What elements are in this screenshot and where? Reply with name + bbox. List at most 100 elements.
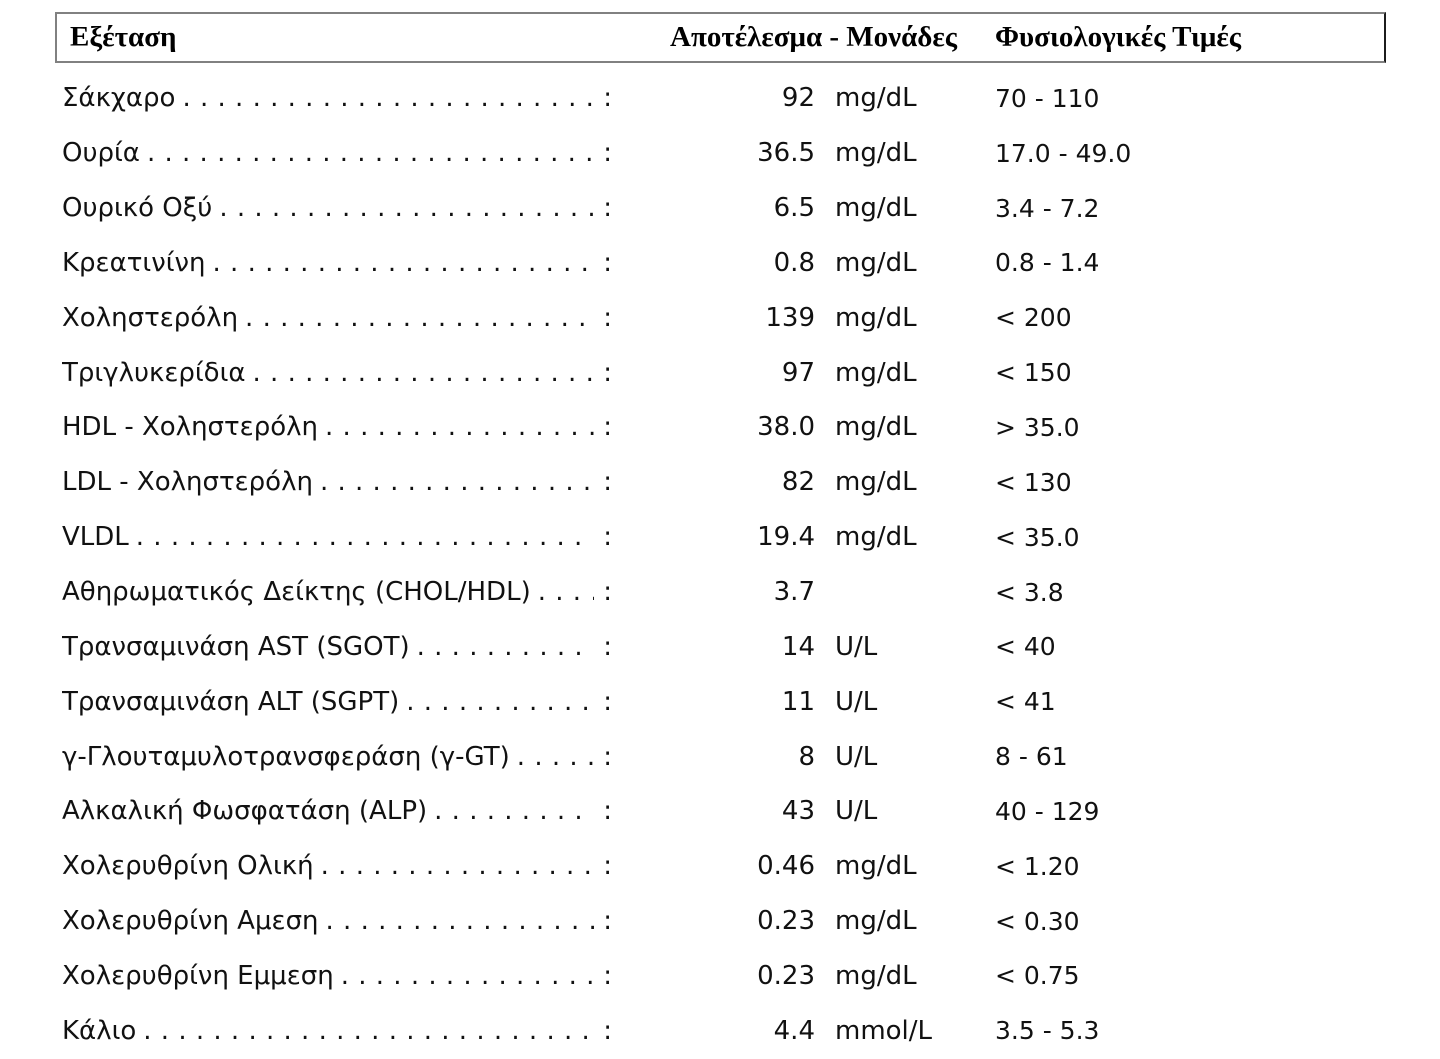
table-header-row: Εξέταση Αποτέλεσμα - Μονάδες Φυσιολογικέ… [55, 12, 1386, 63]
colon-separator: : [603, 193, 612, 224]
result-unit: U/L [835, 741, 878, 772]
dot-leader: . . . . . . . . . . . . . . . . . . . . … [434, 796, 594, 827]
result-unit: mg/dL [835, 851, 917, 882]
table-row: Αθηρωματικός Δείκτης (CHOL/HDL) . . . . … [0, 565, 1440, 620]
result-unit: mg/dL [835, 247, 917, 278]
normal-range: 3.4 - 7.2 [995, 193, 1100, 223]
test-name-cell: Χολερυθρίνη Αμεση . . . . . . . . . . . … [62, 906, 612, 936]
test-name-cell: VLDL . . . . . . . . . . . . . . . . . .… [62, 522, 612, 552]
colon-separator: : [603, 412, 612, 443]
dot-leader: . . . . . . . . . . . . . . . . . . . . … [252, 357, 595, 388]
result-value: 0.23 [757, 906, 815, 937]
test-name: HDL - Χοληστερόλη [62, 412, 319, 443]
dot-leader: . . . . . . . . . . . . . . . . . . . . … [212, 247, 595, 278]
test-name: Ουρία [62, 138, 140, 169]
colon-separator: : [603, 138, 612, 169]
test-name: Χολερυθρίνη Εμμεση [62, 960, 334, 991]
dot-leader: . . . . . . . . . . . . . . . . . . . . … [219, 193, 594, 224]
table-row: HDL - Χοληστερόλη . . . . . . . . . . . … [0, 400, 1440, 455]
normal-range: 17.0 - 49.0 [995, 138, 1132, 168]
table-row: LDL - Χοληστερόλη . . . . . . . . . . . … [0, 455, 1440, 510]
dot-leader: . . . . . . . . . . . . . . . . . . . . … [537, 577, 595, 608]
table-row: Κρεατινίνη . . . . . . . . . . . . . . .… [0, 236, 1440, 291]
test-name: Σάκχαρο [62, 83, 176, 114]
dot-leader: . . . . . . . . . . . . . . . . . . . . … [416, 631, 595, 662]
colon-separator: : [603, 467, 612, 498]
dot-leader: . . . . . . . . . . . . . . . . . . . . … [245, 302, 594, 333]
test-name-cell: Κάλιο . . . . . . . . . . . . . . . . . … [62, 1016, 612, 1046]
test-name: γ-Γλουταμυλοτρανσφεράση (γ-GT) [62, 741, 510, 772]
dot-leader: . . . . . . . . . . . . . . . . . . . . … [320, 851, 595, 882]
result-unit: U/L [835, 796, 878, 827]
result-value: 92 [781, 83, 815, 114]
colon-separator: : [603, 83, 612, 114]
result-unit: mg/dL [835, 193, 917, 224]
result-value: 38.0 [757, 412, 815, 443]
result-unit: mg/dL [835, 906, 917, 937]
normal-range: < 150 [995, 358, 1072, 388]
table-row: γ-Γλουταμυλοτρανσφεράση (γ-GT) . . . . .… [0, 729, 1440, 784]
result-unit: U/L [835, 631, 878, 662]
test-name-cell: Χοληστερόλη . . . . . . . . . . . . . . … [62, 303, 612, 333]
result-value: 97 [781, 357, 815, 388]
test-name-cell: Κρεατινίνη . . . . . . . . . . . . . . .… [62, 248, 612, 278]
test-name: Τριγλυκερίδια [62, 357, 246, 388]
result-value: 0.46 [757, 851, 815, 882]
normal-range: < 130 [995, 467, 1072, 497]
test-name-cell: HDL - Χοληστερόλη . . . . . . . . . . . … [62, 412, 612, 442]
normal-range: > 35.0 [995, 412, 1080, 442]
column-header-normal-values: Φυσιολογικές Τιμές [995, 20, 1241, 53]
colon-separator: : [603, 1015, 612, 1046]
table-row: Ουρικό Οξύ . . . . . . . . . . . . . . .… [0, 181, 1440, 236]
test-name-cell: Αθηρωματικός Δείκτης (CHOL/HDL) . . . . … [62, 577, 612, 607]
test-name: Τρανσαμινάση AST (SGOT) [62, 631, 410, 662]
colon-separator: : [603, 686, 612, 717]
dot-leader: . . . . . . . . . . . . . . . . . . . . … [135, 522, 594, 553]
colon-separator: : [603, 247, 612, 278]
test-name-cell: LDL - Χοληστερόλη . . . . . . . . . . . … [62, 467, 612, 497]
table-row: Σάκχαρο . . . . . . . . . . . . . . . . … [0, 71, 1440, 126]
test-name: Χολερυθρίνη Αμεση [62, 906, 319, 937]
test-name-cell: Τριγλυκερίδια . . . . . . . . . . . . . … [62, 358, 612, 388]
result-value: 36.5 [757, 138, 815, 169]
normal-range: 40 - 129 [995, 796, 1100, 826]
colon-separator: : [603, 796, 612, 827]
test-name-cell: Ουρικό Οξύ . . . . . . . . . . . . . . .… [62, 193, 612, 223]
test-name-cell: Αλκαλική Φωσφατάση (ALP) . . . . . . . .… [62, 796, 612, 826]
table-row: Αλκαλική Φωσφατάση (ALP) . . . . . . . .… [0, 784, 1440, 839]
normal-range: < 40 [995, 632, 1056, 662]
colon-separator: : [603, 851, 612, 882]
result-value: 0.23 [757, 960, 815, 991]
result-unit: U/L [835, 686, 878, 717]
test-name: LDL - Χοληστερόλη [62, 467, 313, 498]
normal-range: 3.5 - 5.3 [995, 1016, 1100, 1046]
test-name-cell: Τρανσαμινάση AST (SGOT) . . . . . . . . … [62, 632, 612, 662]
result-value: 19.4 [757, 522, 815, 553]
table-row: Τρανσαμινάση AST (SGOT) . . . . . . . . … [0, 619, 1440, 674]
table-row: Τρανσαμινάση ALT (SGPT) . . . . . . . . … [0, 674, 1440, 729]
test-name: Χοληστερόλη [62, 302, 239, 333]
result-value: 43 [781, 796, 815, 827]
result-value: 4.4 [773, 1015, 815, 1046]
normal-range: 8 - 61 [995, 742, 1068, 772]
table-row: VLDL . . . . . . . . . . . . . . . . . .… [0, 510, 1440, 565]
test-name: Αθηρωματικός Δείκτης (CHOL/HDL) [62, 577, 531, 608]
normal-range: 0.8 - 1.4 [995, 248, 1100, 278]
result-unit: mg/dL [835, 522, 917, 553]
colon-separator: : [603, 357, 612, 388]
result-unit: mg/dL [835, 467, 917, 498]
dot-leader: . . . . . . . . . . . . . . . . . . . . … [406, 686, 594, 717]
result-unit: mg/dL [835, 83, 917, 114]
colon-separator: : [603, 906, 612, 937]
normal-range: < 0.75 [995, 961, 1080, 991]
test-name: Κρεατινίνη [62, 247, 206, 278]
column-header-result-units: Αποτέλεσμα - Μονάδες [670, 20, 957, 53]
result-unit: mg/dL [835, 357, 917, 388]
table-row: Τριγλυκερίδια . . . . . . . . . . . . . … [0, 345, 1440, 400]
result-value: 82 [781, 467, 815, 498]
colon-separator: : [603, 522, 612, 553]
table-row: Χολερυθρίνη Εμμεση . . . . . . . . . . .… [0, 949, 1440, 1004]
test-name-cell: Ουρία . . . . . . . . . . . . . . . . . … [62, 138, 612, 168]
result-unit: mg/dL [835, 960, 917, 991]
